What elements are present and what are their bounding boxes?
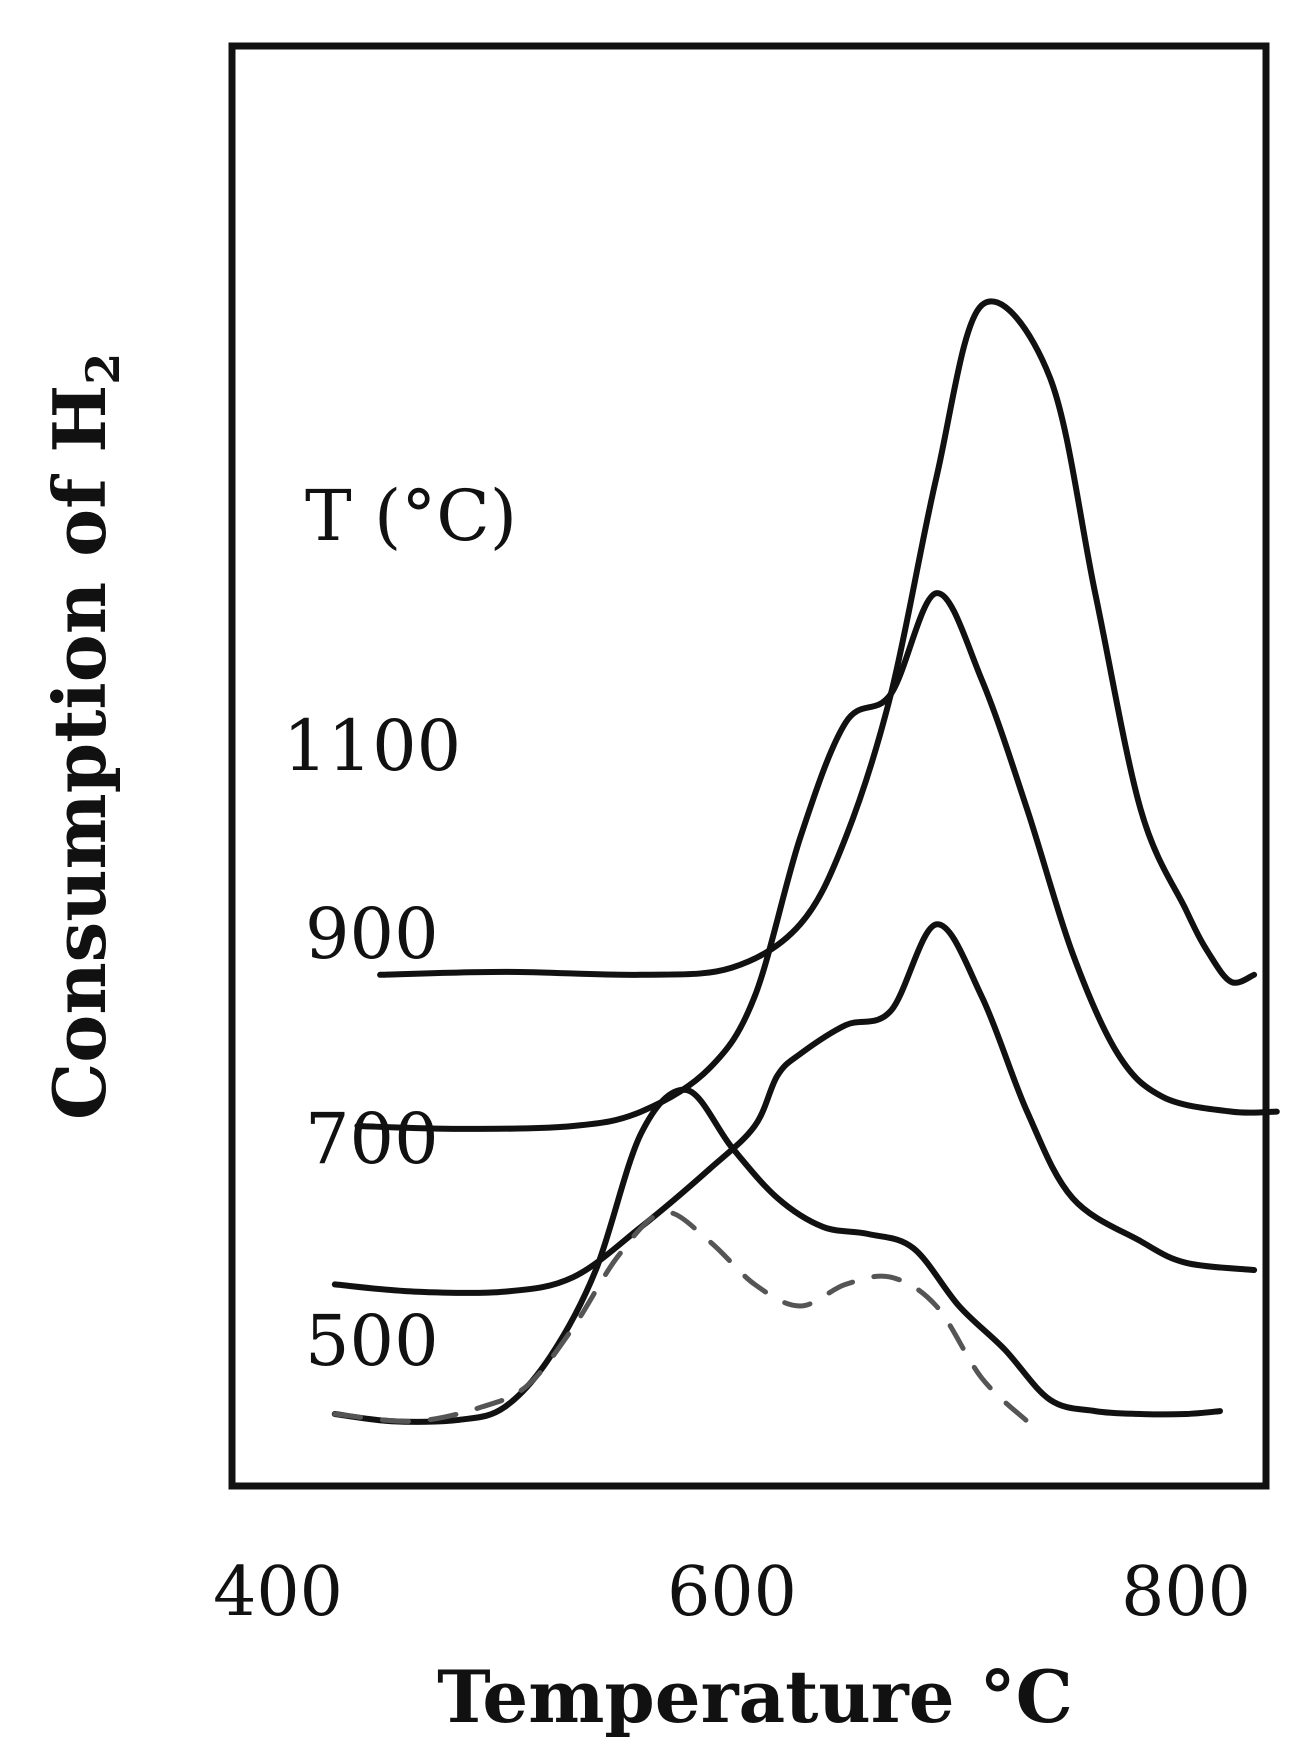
series-line-900 <box>354 590 1280 1132</box>
series-line-700 <box>331 921 1258 1296</box>
x-tick-label-600: 600 <box>667 1553 797 1632</box>
y-axis-label: Consumption of H2 <box>37 353 130 1120</box>
series-line-dashed <box>332 1209 1030 1424</box>
series-label-700: 700 <box>305 1098 439 1180</box>
x-tick-label-400: 400 <box>213 1553 343 1632</box>
y-axis-label-main: Consumption of H <box>37 385 122 1120</box>
series-label-900: 900 <box>305 893 439 975</box>
series-label-1100: 1100 <box>283 705 461 787</box>
series-line-1100 <box>377 298 1258 986</box>
plot-frame <box>228 42 1270 1490</box>
x-tick-label-800: 800 <box>1121 1553 1251 1632</box>
y-axis-label-subscript: 2 <box>76 353 130 385</box>
series-line-500 <box>331 1086 1223 1425</box>
series-label-500: 500 <box>305 1300 439 1382</box>
series-label-group: 1100 900 700 500 <box>283 705 461 1382</box>
x-tick-group: 400 600 800 <box>213 1553 1251 1632</box>
legend-title: T (°C) <box>305 475 517 557</box>
series-group <box>331 298 1280 1425</box>
x-axis-label: Temperature °C <box>437 1654 1073 1739</box>
